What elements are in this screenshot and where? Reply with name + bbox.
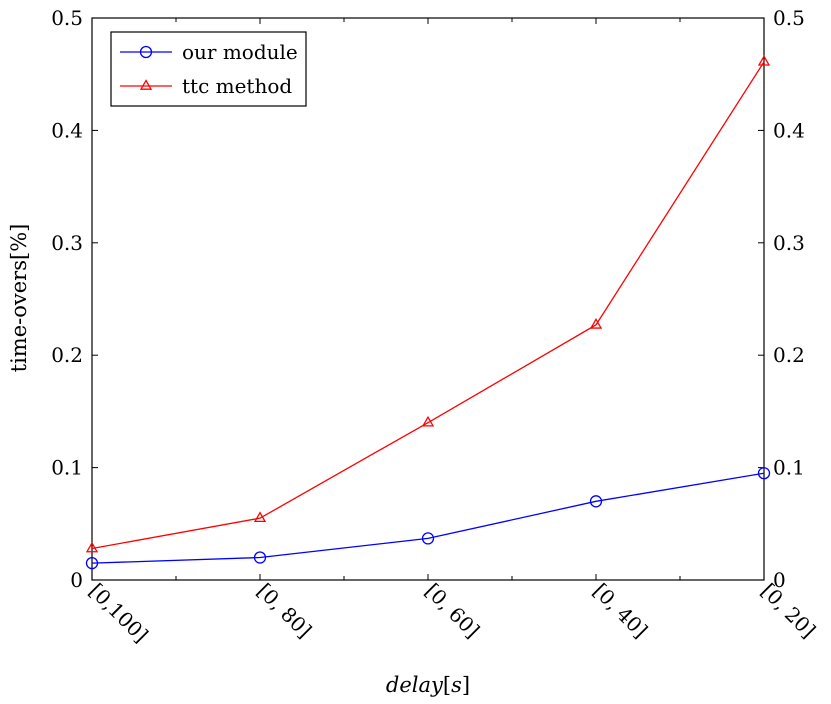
- y-tick-label-left: 0.3: [51, 231, 83, 255]
- data-point-ttc-method: [589, 318, 603, 329]
- x-axis-label-close-bracket: ]: [462, 673, 470, 697]
- legend-label-ttc-method: ttc method: [182, 74, 292, 98]
- data-point-ttc-method: [757, 55, 771, 66]
- x-tick-label: [0, 80]: [252, 579, 316, 643]
- y-tick-label-left: 0.2: [51, 343, 83, 367]
- y-axis-left: 0 0.1 0.2 0.3 0.4 0.5: [51, 6, 98, 592]
- x-axis-label-open-bracket: [: [443, 673, 451, 697]
- legend-marker-our-module: [139, 45, 153, 59]
- x-tick-label: [0, 40]: [588, 579, 652, 643]
- y-axis-label: time-overs[%]: [7, 224, 31, 373]
- y-tick-label-left: 0: [70, 568, 83, 592]
- x-tick-label: [0,100]: [84, 579, 153, 648]
- y-tick-label-left: 0.5: [51, 6, 83, 30]
- data-point-ttc-method: [85, 541, 99, 553]
- series-line-ttc-method: [91, 61, 765, 550]
- x-axis-label: delay[s]: [386, 673, 470, 697]
- y-tick-label-right: 0: [773, 568, 786, 592]
- y-tick-label-right: 0.2: [773, 343, 805, 367]
- x-tick-label: [0, 20]: [756, 579, 820, 643]
- y-axis-right: 0 0.1 0.2 0.3 0.4 0.5: [758, 6, 805, 592]
- x-axis-label-quantity: delay: [386, 673, 444, 697]
- data-point-our-module: [757, 467, 771, 480]
- data-point-our-module: [253, 551, 267, 564]
- y-tick-label-right: 0.1: [773, 456, 805, 480]
- y-tick-label-left: 0.1: [51, 456, 83, 480]
- data-point-our-module: [589, 495, 603, 508]
- y-tick-label-right: 0.4: [773, 118, 805, 142]
- data-point-ttc-method: [421, 415, 435, 427]
- legend-marker-ttc-method: [139, 79, 153, 90]
- legend: our module ttc method: [110, 31, 307, 107]
- x-axis: [0,100] [0, 80] [0, 60] [0, 40] [0, 20]: [84, 18, 820, 647]
- x-axis-label-unit: s: [451, 673, 462, 697]
- series-layer: [85, 55, 771, 570]
- series-line-our-module: [91, 472, 765, 564]
- legend-label-our-module: our module: [182, 40, 298, 64]
- data-point-ttc-method: [253, 511, 267, 523]
- y-tick-label-left: 0.4: [51, 118, 83, 142]
- y-tick-label-right: 0.3: [773, 231, 805, 255]
- data-point-our-module: [421, 532, 435, 545]
- data-point-our-module: [85, 556, 99, 570]
- x-tick-label: [0, 60]: [420, 579, 484, 643]
- legend-box: [110, 31, 307, 107]
- y-tick-label-right: 0.5: [773, 6, 805, 30]
